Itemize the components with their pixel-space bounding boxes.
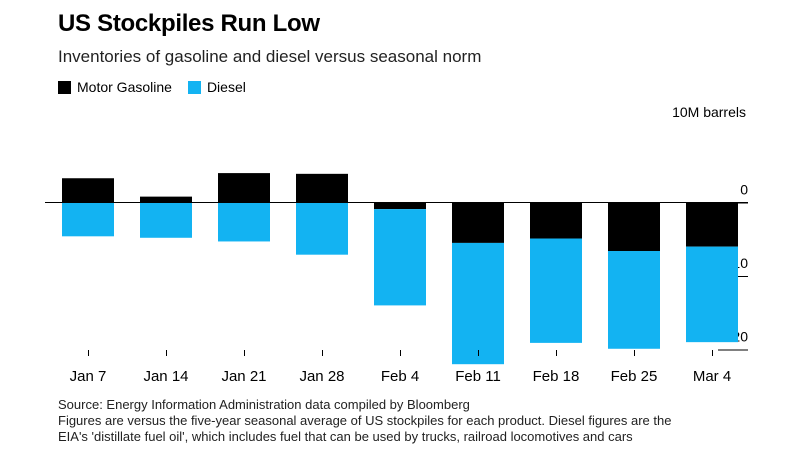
bar-gasoline — [62, 178, 114, 203]
bar-gasoline — [686, 202, 738, 247]
bar-gasoline — [218, 173, 270, 203]
legend-item-diesel: Diesel — [187, 79, 246, 95]
footnote: Source: Energy Information Administratio… — [58, 397, 758, 445]
legend-label-diesel: Diesel — [206, 79, 246, 95]
bar-diesel — [296, 202, 348, 255]
bar-diesel — [530, 238, 582, 343]
chart-title: US Stockpiles Run Low — [58, 10, 320, 37]
x-tick-label: Feb 4 — [381, 368, 419, 385]
x-tick-label: Jan 21 — [221, 368, 266, 385]
bar-diesel — [686, 246, 738, 343]
x-tick-label: Feb 18 — [533, 368, 580, 385]
footnote-line-2: EIA's 'distillate fuel oil', which inclu… — [58, 429, 633, 444]
legend-label-gasoline: Motor Gasoline — [77, 79, 172, 95]
bar-gasoline — [608, 202, 660, 252]
legend: Motor Gasoline Diesel — [58, 79, 262, 95]
x-tick-label: Jan 28 — [299, 368, 344, 385]
source-note: Source: Energy Information Administratio… — [58, 397, 470, 412]
legend-item-gasoline: Motor Gasoline — [58, 79, 172, 95]
bar-diesel — [452, 242, 504, 365]
x-tick-label: Feb 11 — [455, 368, 501, 385]
bar-gasoline — [140, 196, 192, 203]
bar-diesel — [140, 202, 192, 238]
chart-subtitle: Inventories of gasoline and diesel versu… — [58, 47, 482, 66]
bar-gasoline — [374, 202, 426, 210]
bar-gasoline — [452, 202, 504, 243]
x-tick-label: Mar 4 — [693, 368, 731, 385]
y-tick-label: 0 — [740, 182, 748, 198]
footnote-line-1: Figures are versus the five-year seasona… — [58, 413, 672, 428]
x-tick-label: Feb 25 — [611, 368, 658, 385]
x-tick-label: Jan 7 — [70, 368, 107, 385]
legend-swatch-diesel — [187, 80, 201, 94]
y-axis-unit-label: 10M barrels — [672, 104, 746, 120]
bar-gasoline — [530, 202, 582, 239]
bar-diesel — [374, 209, 426, 306]
legend-swatch-gasoline — [58, 80, 71, 94]
bar-gasoline — [296, 173, 348, 203]
x-tick-label: Jan 14 — [143, 368, 188, 385]
bar-diesel — [608, 251, 660, 349]
bar-diesel — [218, 202, 270, 242]
bar-diesel — [62, 202, 114, 237]
